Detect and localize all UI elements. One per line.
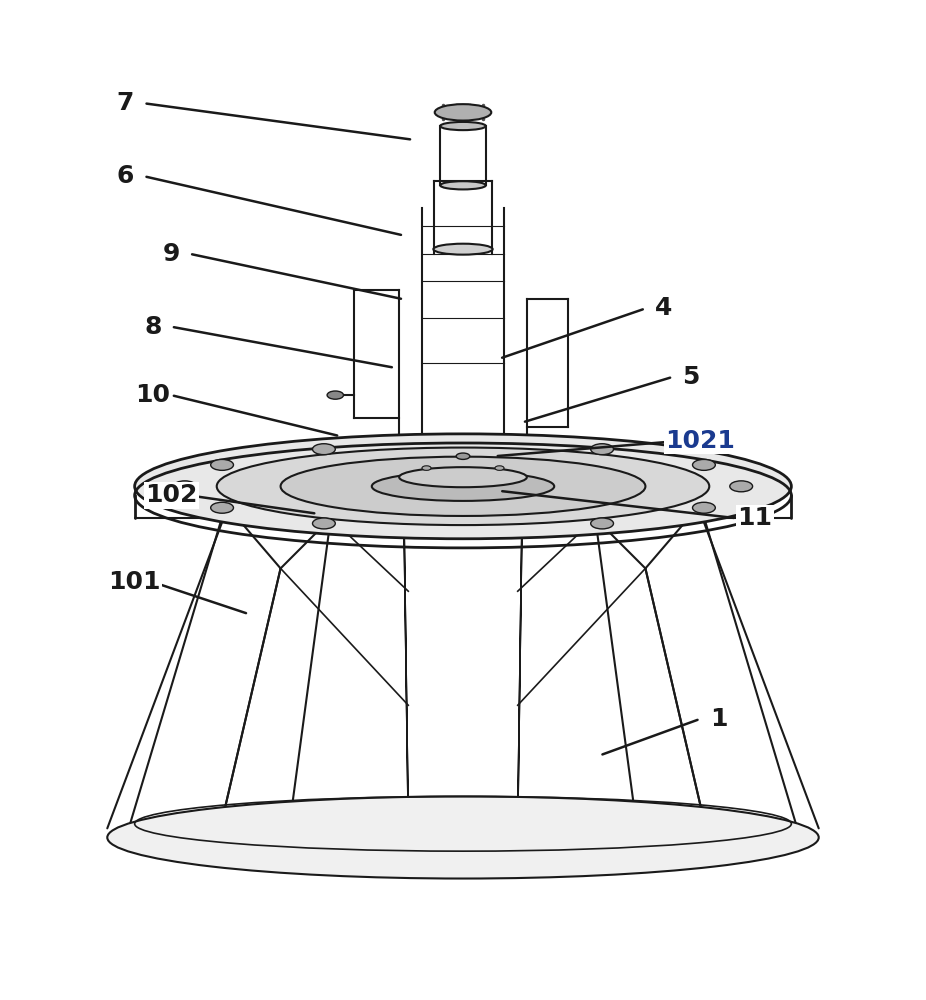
Text: 4: 4: [655, 296, 672, 320]
Text: 6: 6: [117, 164, 134, 188]
Ellipse shape: [494, 466, 504, 470]
Ellipse shape: [217, 448, 709, 525]
Ellipse shape: [591, 518, 614, 529]
Ellipse shape: [693, 502, 715, 513]
Text: 5: 5: [682, 365, 700, 389]
Ellipse shape: [591, 444, 614, 455]
Ellipse shape: [211, 502, 233, 513]
Text: 8: 8: [144, 315, 161, 339]
Ellipse shape: [422, 466, 432, 470]
Text: 101: 101: [108, 570, 161, 594]
Ellipse shape: [134, 434, 792, 539]
Ellipse shape: [440, 122, 486, 130]
Ellipse shape: [440, 181, 486, 189]
Ellipse shape: [399, 467, 527, 487]
Ellipse shape: [281, 457, 645, 516]
Ellipse shape: [457, 453, 469, 459]
Text: 11: 11: [737, 506, 772, 530]
Ellipse shape: [327, 391, 344, 399]
Ellipse shape: [312, 518, 335, 529]
Ellipse shape: [211, 459, 233, 470]
Text: 1: 1: [709, 707, 727, 731]
Ellipse shape: [730, 481, 753, 492]
Ellipse shape: [434, 104, 492, 121]
Ellipse shape: [371, 472, 555, 501]
Ellipse shape: [312, 444, 335, 455]
Text: 1021: 1021: [665, 429, 735, 453]
Text: 7: 7: [117, 91, 134, 115]
Text: 9: 9: [162, 242, 180, 266]
Text: 102: 102: [145, 483, 197, 507]
Text: 10: 10: [135, 383, 170, 407]
Ellipse shape: [693, 459, 715, 470]
Ellipse shape: [173, 481, 196, 492]
Ellipse shape: [107, 796, 819, 879]
Ellipse shape: [433, 244, 493, 255]
